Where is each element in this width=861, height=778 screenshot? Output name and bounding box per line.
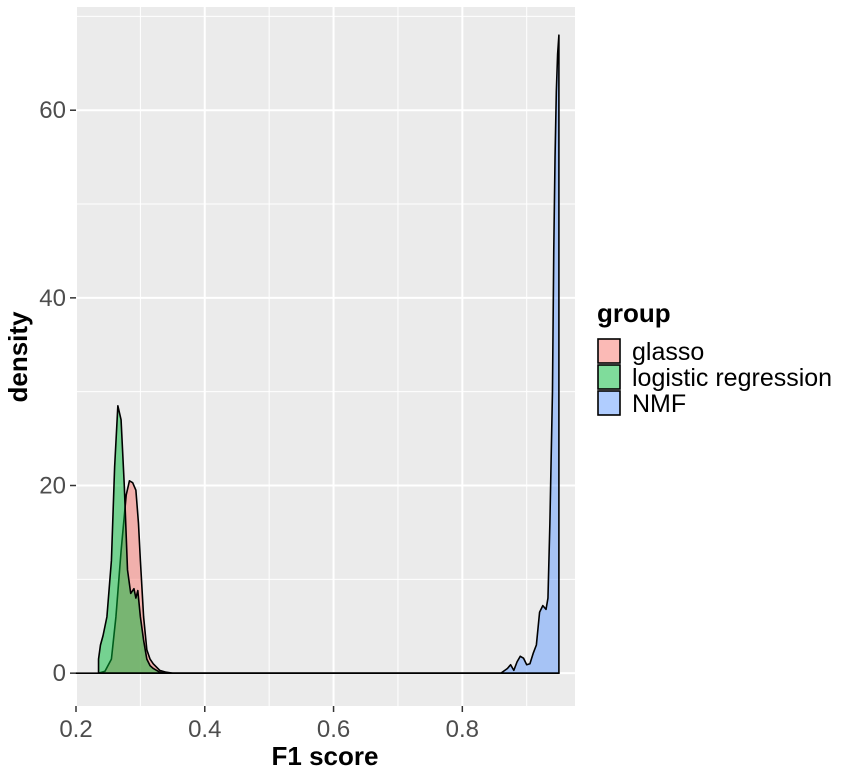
plot-panel [76, 7, 575, 706]
legend-key [597, 390, 621, 416]
x-tick-label: 0.6 [317, 716, 350, 743]
legend-key [597, 364, 621, 390]
legend-label: logistic regression [632, 364, 832, 392]
y-tick-label: 60 [39, 97, 66, 124]
x-axis-title: F1 score [272, 741, 379, 771]
legend-title: group [597, 298, 671, 328]
legend-label: glasso [632, 338, 704, 366]
y-axis-ticks: 0 20 40 60 [39, 97, 76, 687]
y-tick-label: 40 [39, 285, 66, 312]
x-axis-ticks: 0.2 0.4 0.6 0.8 [59, 706, 479, 743]
x-tick-label: 0.2 [59, 716, 92, 743]
x-tick-label: 0.8 [446, 716, 479, 743]
y-tick-label: 20 [39, 473, 66, 500]
density-area-nmf [75, 34, 560, 674]
density-areas [75, 34, 560, 674]
y-tick-label: 0 [53, 660, 66, 687]
y-axis-title: density [3, 311, 33, 403]
x-tick-label: 0.4 [188, 716, 221, 743]
legend-label: NMF [632, 390, 686, 418]
legend-key [597, 338, 621, 364]
